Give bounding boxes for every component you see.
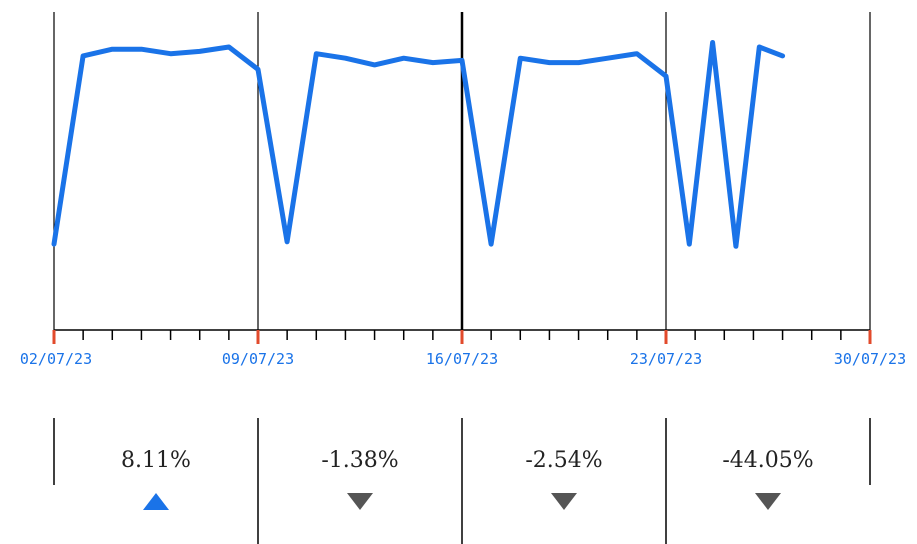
weekly-change-label: -1.38%: [321, 448, 398, 473]
down-arrow-icon: [755, 493, 781, 510]
weekly-change-label: 8.11%: [121, 448, 191, 473]
date-tick-label: 16/07/23: [426, 350, 498, 368]
date-tick-label: 23/07/23: [630, 350, 702, 368]
date-tick-label: 09/07/23: [222, 350, 294, 368]
down-arrow-icon: [551, 493, 577, 510]
date-tick-label: 30/07/23: [834, 350, 906, 368]
weekly-change-label: -44.05%: [722, 448, 813, 473]
weekly-change-label: -2.54%: [525, 448, 602, 473]
date-tick-label: 02/07/23: [20, 350, 92, 368]
down-arrow-icon: [347, 493, 373, 510]
series-line: [51, 40, 786, 249]
up-arrow-icon: [143, 493, 169, 510]
